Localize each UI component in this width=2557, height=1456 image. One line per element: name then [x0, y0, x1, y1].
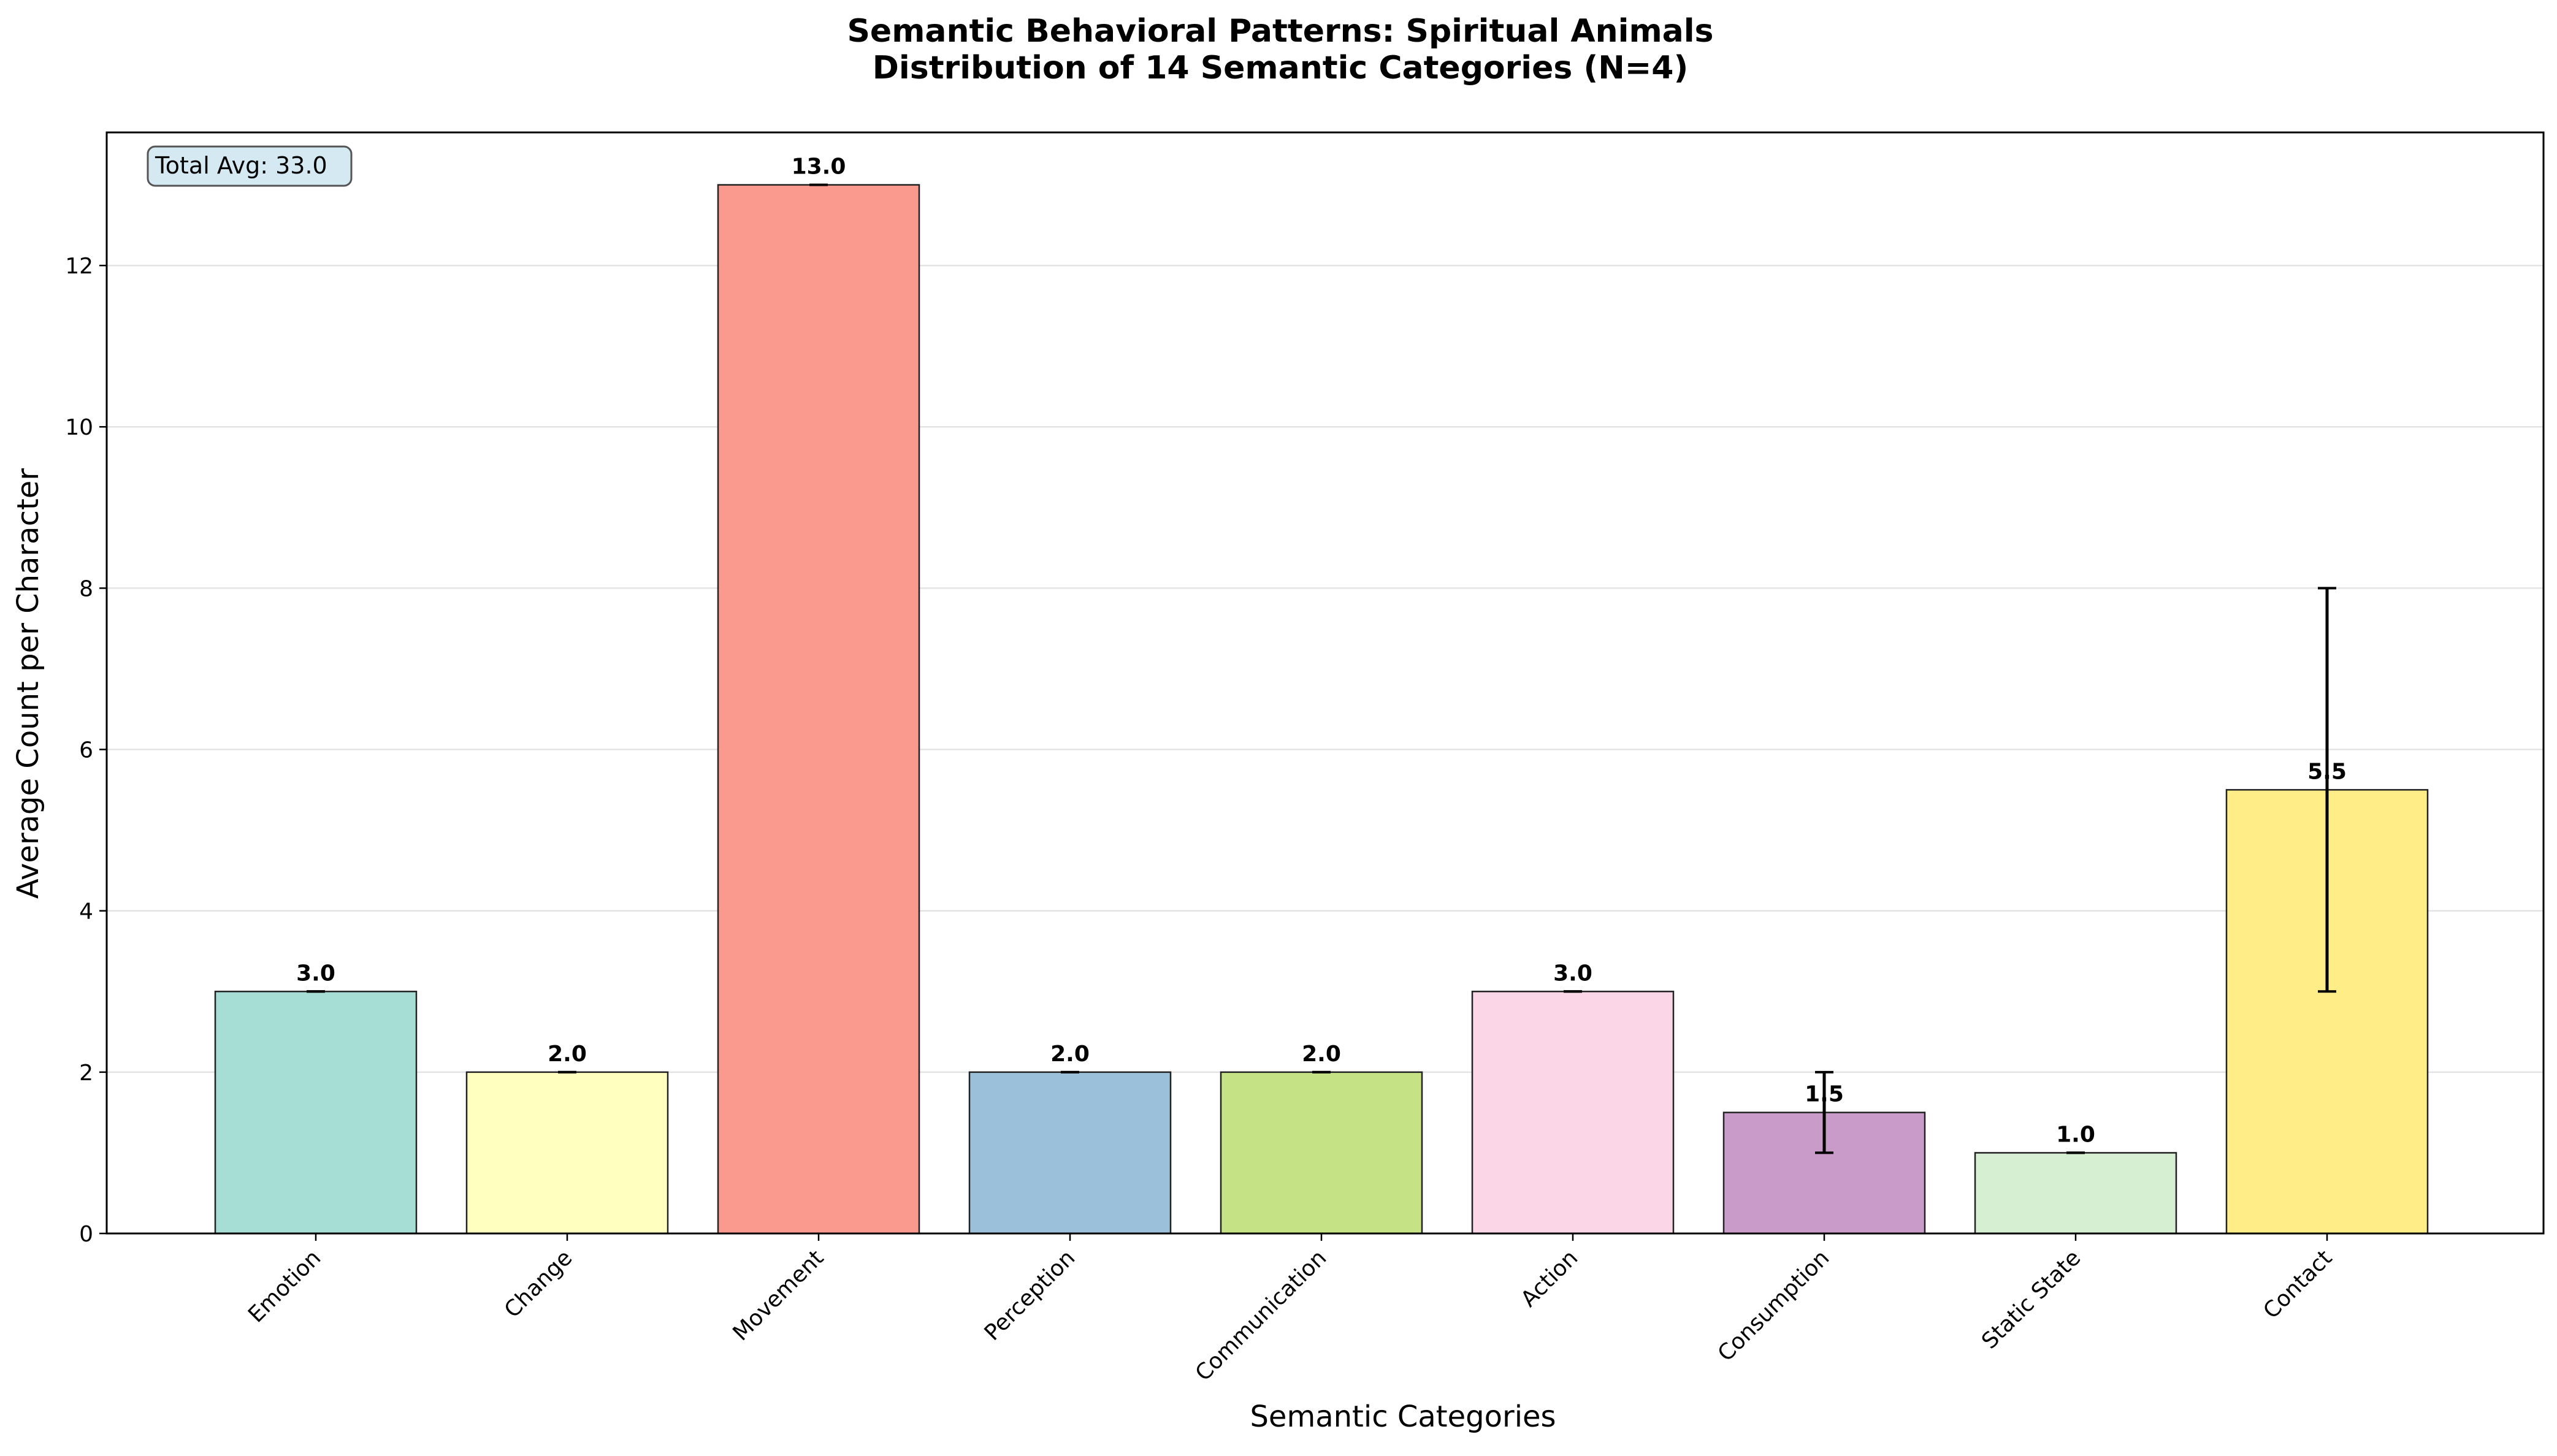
plot-frame [105, 131, 2545, 1235]
annotation-box [147, 145, 353, 187]
value-label: 1.5 [1805, 1082, 1844, 1107]
bar-action [1471, 991, 1675, 1235]
y-tick-label: 8 [79, 576, 93, 601]
chart-subtitle: Distribution of 14 Semantic Categories (… [873, 50, 1689, 86]
y-axis-label: Average Count per Character [11, 468, 45, 899]
value-label: 2.0 [1302, 1042, 1341, 1067]
annotation-text: Total Avg: 33.0 [155, 152, 327, 179]
value-label: 2.0 [1050, 1042, 1090, 1067]
bar-movement [717, 184, 920, 1235]
bar-static-state [1974, 1152, 2177, 1235]
value-label: 13.0 [792, 154, 846, 180]
y-tick-label: 12 [65, 254, 93, 279]
value-label: 3.0 [296, 961, 335, 986]
x-axis-label: Semantic Categories [1250, 1400, 1556, 1434]
chart-title: Semantic Behavioral Patterns: Spiritual … [847, 13, 1713, 50]
value-label: 5.5 [2307, 759, 2347, 784]
bar-emotion [214, 991, 418, 1235]
y-tick-label: 0 [79, 1222, 93, 1247]
value-label: 2.0 [548, 1042, 587, 1067]
value-label: 1.0 [2056, 1122, 2095, 1147]
bar-communication [1220, 1071, 1423, 1235]
y-tick-label: 6 [79, 738, 93, 763]
y-tick-label: 2 [79, 1061, 93, 1086]
y-tick-label: 10 [65, 415, 93, 440]
value-label: 3.0 [1553, 961, 1592, 986]
y-tick-label: 4 [79, 899, 93, 924]
bars: 3.0 2.0 13.0 2.0 2.0 3.0 1.5 1.0 5.5 [214, 154, 2429, 1235]
bar-change [465, 1071, 669, 1235]
bar-perception [968, 1071, 1172, 1235]
total-avg-annotation: Total Avg: 33.0 [147, 145, 353, 187]
